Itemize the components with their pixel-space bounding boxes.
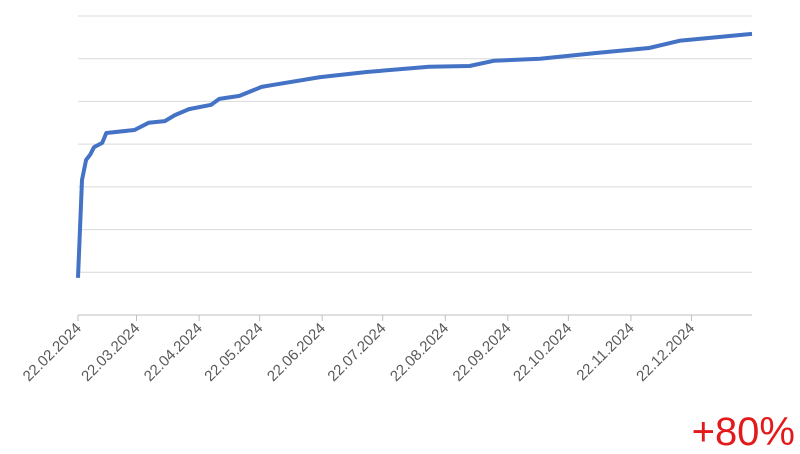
- x-tick-label: 22.08.2024: [387, 320, 452, 385]
- x-tick-label: 22.10.2024: [510, 320, 575, 385]
- x-tick-label: 22.02.2024: [20, 320, 85, 385]
- x-tick-label: 22.06.2024: [264, 320, 329, 385]
- x-tick-label: 22.03.2024: [78, 320, 143, 385]
- annotation: +80%: [692, 410, 795, 454]
- x-tick-label: 22.11.2024: [573, 320, 637, 384]
- line: [76, 31, 753, 278]
- x-tick-label: 22.09.2024: [450, 320, 515, 385]
- x-tick-label: 22.04.2024: [141, 320, 206, 385]
- x-tick-label: 22.05.2024: [201, 320, 266, 385]
- x-tick-label: 22.07.2024: [324, 320, 389, 385]
- x-tick-label: 22.12.2024: [633, 320, 698, 385]
